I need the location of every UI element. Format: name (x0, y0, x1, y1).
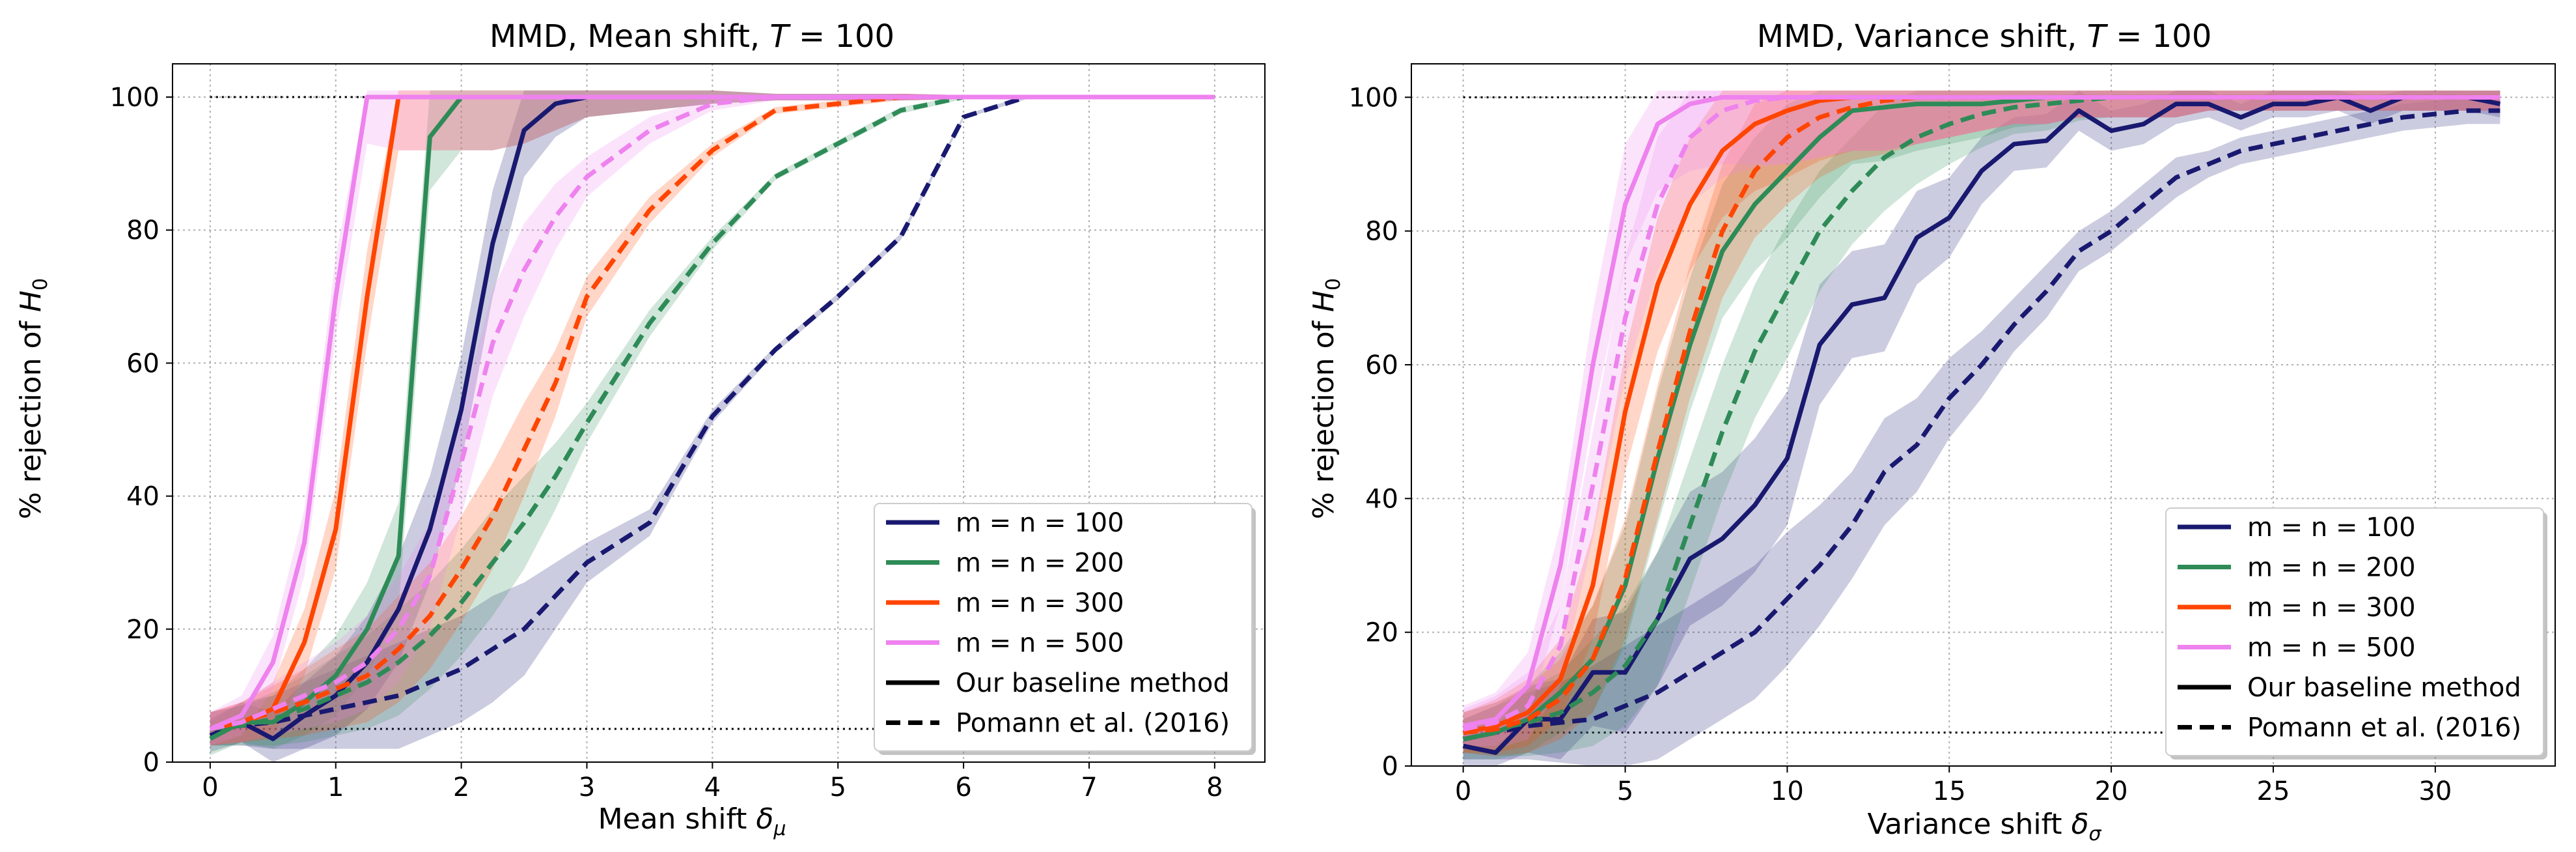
legend-box (2165, 507, 2544, 756)
series-line (1462, 108, 2500, 742)
x-axis-label: Mean shift δμ (598, 802, 786, 840)
plot-frame (172, 63, 1266, 763)
x-axis-label: Variance shift δσ (1868, 808, 2102, 845)
confidence-band (210, 93, 1215, 746)
x-tick-label: 3 (579, 773, 595, 802)
x-tick-label: 7 (1081, 773, 1097, 802)
y-tick-label: 80 (126, 216, 159, 246)
x-tick-label: 5 (830, 773, 846, 802)
y-tick-label: 100 (1349, 83, 1398, 113)
confidence-band (210, 94, 1215, 746)
confidence-band (1463, 91, 2500, 767)
x-tick-label: 15 (1933, 776, 1966, 806)
x-tick-label: 20 (2095, 776, 2128, 806)
y-tick-label: 60 (1365, 350, 1398, 380)
x-tick-label: 8 (1206, 773, 1223, 802)
y-tick-label: 80 (1365, 217, 1398, 247)
x-tick-label: 5 (1617, 776, 1633, 806)
legend-label: Our baseline method (2247, 673, 2521, 703)
y-tick-label: 40 (1365, 484, 1398, 514)
legend-label: m = n = 200 (2247, 553, 2416, 583)
legend-box (874, 503, 1253, 752)
y-axis-label: % rejection of H0 (1307, 278, 1345, 519)
x-tick-label: 25 (2257, 776, 2290, 806)
legend-label: m = n = 300 (956, 588, 1124, 618)
confidence-band (210, 94, 1215, 749)
x-tick-label: 0 (1455, 776, 1471, 806)
legend-label: m = n = 100 (956, 508, 1124, 538)
legend-label: m = n = 500 (2247, 633, 2416, 663)
legend-label: m = n = 100 (2247, 513, 2416, 543)
chart-title: MMD, Mean shift, T = 100 (490, 18, 894, 55)
legend-label: m = n = 300 (2247, 593, 2416, 623)
chart-variance-shift: MMD, Variance shift, T = 100 0 5 10 15 20 25 3… (1307, 18, 2556, 845)
legend-label: Pomann et al. (2016) (956, 709, 1230, 739)
legend-label: m = n = 500 (956, 629, 1124, 659)
chart-title: MMD, Variance shift, T = 100 (1757, 18, 2212, 55)
y-tick-label: 100 (110, 83, 159, 113)
y-tick-label: 0 (1382, 752, 1398, 782)
x-tick-label: 4 (704, 773, 721, 802)
series-line (210, 94, 1215, 731)
series-line (210, 94, 1215, 731)
y-tick-label: 20 (126, 615, 159, 645)
series-line (1462, 94, 2500, 731)
x-tick-label: 30 (2418, 776, 2452, 806)
legend-label: m = n = 200 (956, 548, 1124, 578)
confidence-band (210, 93, 1215, 746)
legend-label: Pomann et al. (2016) (2247, 713, 2521, 743)
y-tick-label: 60 (126, 348, 159, 378)
y-tick-label: 0 (143, 748, 159, 778)
chart-mean-shift: MMD, Mean shift, T = 100 0 1 2 3 4 5 6 7 8020406… (14, 18, 1266, 840)
y-axis-label: % rejection of H0 (14, 278, 52, 519)
legend: m = n = 100 m = n = 200 m = n = 300 m = n =… (2165, 507, 2547, 760)
x-tick-label: 0 (202, 773, 218, 802)
plot-frame (1411, 63, 2556, 767)
y-tick-label: 20 (1365, 618, 1398, 648)
legend-label: Our baseline method (956, 668, 1230, 698)
y-tick-label: 40 (126, 482, 159, 512)
x-tick-label: 2 (453, 773, 469, 802)
confidence-band (1463, 97, 2500, 766)
x-tick-label: 1 (327, 773, 344, 802)
confidence-band (210, 90, 1215, 756)
x-tick-label: 6 (955, 773, 971, 802)
x-tick-label: 10 (1771, 776, 1804, 806)
legend: m = n = 100 m = n = 200 m = n = 300 m = n =… (874, 503, 1256, 755)
